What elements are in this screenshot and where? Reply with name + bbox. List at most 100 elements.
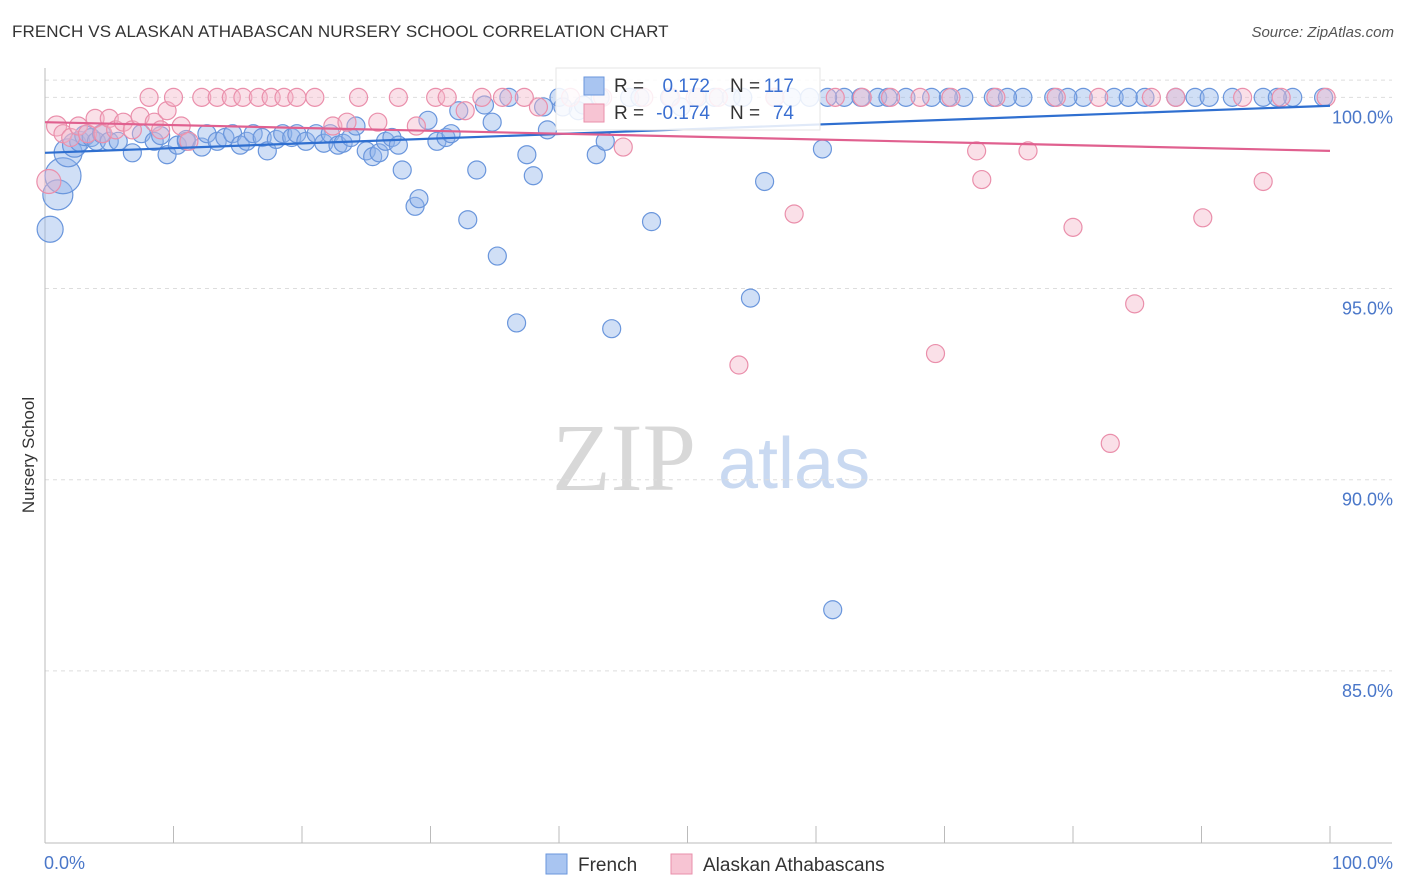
athabascan-point-22 bbox=[221, 87, 241, 107]
athabascan-point-59 bbox=[972, 169, 992, 190]
athabascan-point-64 bbox=[1089, 87, 1109, 107]
legend-swatch-french bbox=[545, 853, 568, 875]
french-point-104 bbox=[1185, 87, 1205, 107]
chart-title: FRENCH VS ALASKAN ATHABASCAN NURSERY SCH… bbox=[12, 22, 669, 41]
athabascan-point-71 bbox=[1253, 171, 1273, 192]
french-point-51 bbox=[418, 110, 438, 130]
axes bbox=[44, 68, 1392, 844]
y-tick-label-1: 90.0% bbox=[1342, 490, 1393, 510]
stats-r-label-french: R = bbox=[614, 76, 644, 97]
french-point-21 bbox=[197, 124, 217, 144]
athabascan-point-19 bbox=[179, 131, 199, 151]
watermark-zip: ZIP bbox=[552, 404, 696, 511]
french-point-57 bbox=[467, 160, 487, 180]
french-point-44 bbox=[369, 143, 389, 163]
french-point-54 bbox=[441, 124, 461, 144]
athabascan-point-55 bbox=[910, 87, 930, 107]
athabascan-point-40 bbox=[514, 87, 534, 107]
stats-legend: R = 0.172 N = 117 R = -0.174 N = 74 bbox=[555, 67, 821, 131]
french-point-85 bbox=[754, 171, 775, 192]
athabascan-point-20 bbox=[192, 87, 212, 107]
stats-swatch-french bbox=[583, 76, 605, 96]
athabascan-point-33 bbox=[388, 87, 408, 107]
athabascan-point-61 bbox=[1018, 141, 1038, 161]
french-point-105 bbox=[1222, 87, 1242, 107]
athabascan-point-34 bbox=[406, 116, 426, 136]
legend-label-french: French bbox=[578, 855, 637, 876]
x-tick-label-min: 0.0% bbox=[44, 853, 85, 873]
athabascan-point-13 bbox=[139, 87, 159, 107]
athabascan-trend-line bbox=[44, 121, 1331, 152]
french-point-12 bbox=[122, 143, 142, 163]
athabascan-point-63 bbox=[1063, 217, 1083, 237]
gridlines bbox=[45, 79, 1392, 672]
french-point-112 bbox=[997, 87, 1018, 107]
y-tick-label-2: 95.0% bbox=[1342, 299, 1393, 319]
athabascan-point-67 bbox=[1141, 87, 1161, 107]
athabascan-point-62 bbox=[1046, 87, 1066, 107]
athabascan-point-28 bbox=[305, 87, 325, 107]
data-points bbox=[36, 87, 1336, 620]
athabascan-point-37 bbox=[455, 101, 475, 121]
french-point-101 bbox=[1104, 87, 1124, 107]
x-tick-label-max: 100.0% bbox=[1332, 853, 1393, 873]
watermark: ZIP atlas bbox=[552, 404, 870, 511]
athabascan-point-65 bbox=[1100, 433, 1120, 454]
french-point-64 bbox=[523, 166, 543, 186]
french-point-1 bbox=[42, 179, 74, 211]
french-point-56 bbox=[458, 210, 478, 230]
y-tick-label-3: 100.0% bbox=[1332, 107, 1393, 127]
french-point-63 bbox=[517, 145, 537, 165]
french-point-66 bbox=[537, 120, 558, 140]
athabascan-point-54 bbox=[880, 87, 901, 107]
french-point-48 bbox=[392, 160, 412, 180]
stats-n-label-french: N = bbox=[730, 76, 760, 97]
athabascan-point-35 bbox=[426, 87, 446, 107]
french-point-55 bbox=[449, 101, 469, 121]
stats-r-value-athabascan: -0.174 bbox=[656, 103, 710, 124]
athabascan-point-30 bbox=[337, 112, 357, 132]
y-tick-labels: 85.0% 90.0% 95.0% 100.0% bbox=[1332, 107, 1393, 701]
athabascan-point-58 bbox=[967, 141, 987, 161]
french-point-59 bbox=[482, 112, 502, 132]
french-point-114 bbox=[1118, 87, 1138, 107]
athabascan-point-29 bbox=[323, 116, 343, 136]
french-point-95 bbox=[922, 87, 942, 107]
stats-n-label-athabascan: N = bbox=[730, 103, 760, 124]
athabascan-point-9 bbox=[106, 120, 126, 140]
athabascan-point-44 bbox=[613, 137, 633, 157]
french-point-115 bbox=[1199, 87, 1219, 107]
legend-label-athabascan: Alaskan Athabascans bbox=[703, 855, 885, 876]
y-tick-label-0: 85.0% bbox=[1342, 681, 1393, 701]
stats-r-label-athabascan: R = bbox=[614, 103, 644, 124]
stats-n-value-french: 117 bbox=[764, 76, 794, 97]
athabascan-point-73 bbox=[1316, 87, 1336, 107]
french-point-0 bbox=[36, 215, 64, 243]
legend-swatch-athabascan bbox=[670, 853, 693, 875]
french-point-77 bbox=[641, 212, 662, 232]
french-point-7 bbox=[81, 127, 101, 148]
french-point-60 bbox=[487, 246, 507, 266]
athabascan-point-69 bbox=[1193, 208, 1213, 228]
athabascan-point-21 bbox=[207, 87, 227, 107]
athabascan-point-17 bbox=[163, 87, 184, 107]
athabascan-point-68 bbox=[1166, 87, 1186, 107]
athabascan-point-56 bbox=[925, 343, 946, 364]
french-point-46 bbox=[382, 127, 402, 148]
french-point-100 bbox=[1073, 87, 1093, 107]
french-point-102 bbox=[1135, 87, 1155, 107]
french-point-16 bbox=[157, 145, 177, 165]
french-point-58 bbox=[474, 95, 495, 115]
french-point-113 bbox=[1058, 87, 1078, 107]
athabascan-point-52 bbox=[825, 87, 845, 107]
stats-r-value-french: 0.172 bbox=[662, 76, 710, 97]
athabascan-point-53 bbox=[852, 87, 872, 107]
athabascan-point-41 bbox=[528, 97, 549, 117]
athabascan-point-72 bbox=[1271, 87, 1291, 107]
french-point-74 bbox=[602, 319, 622, 339]
french-point-62 bbox=[506, 313, 527, 333]
athabascan-point-32 bbox=[368, 112, 388, 132]
athabascan-point-31 bbox=[348, 87, 369, 107]
french-point-61 bbox=[499, 87, 519, 107]
